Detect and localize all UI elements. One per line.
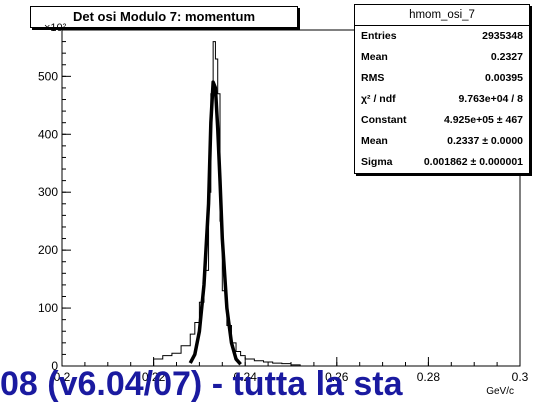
y-tick-label: 200 — [38, 243, 58, 257]
x-tick-label: 0.2 — [54, 370, 71, 384]
stats-value: 0.2337 ± 0.0000 — [447, 135, 523, 147]
slide-caption: 08 (v6.04/07) - tutta la sta — [0, 365, 403, 403]
stats-row-sigma: Sigma 0.001862 ± 0.000001 — [355, 152, 529, 173]
stats-row-constant: Constant 4.925e+05 ± 467 — [355, 110, 529, 131]
stats-value: 0.001862 ± 0.000001 — [423, 156, 523, 168]
stats-value: 0.00395 — [485, 72, 523, 84]
stats-label: Mean — [361, 51, 388, 63]
stats-label: Constant — [361, 114, 407, 126]
fit-series — [188, 80, 242, 366]
stats-label: RMS — [361, 72, 385, 84]
y-tick-label: 500 — [38, 69, 58, 83]
stats-value: 2935348 — [482, 30, 523, 42]
stats-value: 4.925e+05 ± 467 — [443, 114, 523, 126]
y-tick-label: 100 — [38, 301, 58, 315]
stats-label: Entries — [361, 30, 397, 42]
stats-row-rms: RMS 0.00395 — [355, 68, 529, 89]
y-tick-label: 300 — [38, 185, 58, 199]
stats-label: Sigma — [361, 156, 393, 168]
stats-row-mean: Mean 0.2327 — [355, 47, 529, 68]
stats-row-fit-mean: Mean 0.2337 ± 0.0000 — [355, 131, 529, 152]
y-exponent-label: ×10² — [44, 22, 67, 34]
stats-box: hmom_osi_7 Entries 2935348 Mean 0.2327 R… — [354, 4, 530, 174]
stats-label: χ² / ndf — [361, 93, 396, 105]
y-tick-label: 400 — [38, 127, 58, 141]
x-tick-label: 0.22 — [142, 370, 166, 384]
stats-title: hmom_osi_7 — [355, 5, 529, 26]
stats-row-entries: Entries 2935348 — [355, 26, 529, 47]
stats-label: Mean — [361, 135, 388, 147]
y-tick-label: 0 — [51, 359, 58, 373]
x-tick-label: 0.3 — [512, 370, 529, 384]
x-tick-label: 0.26 — [325, 370, 349, 384]
x-tick-label: 0.28 — [417, 370, 441, 384]
stats-value: 0.2327 — [490, 51, 523, 63]
stats-value: 9.763e+04 / 8 — [458, 93, 523, 105]
x-tick-label: 0.24 — [234, 370, 258, 384]
x-axis-label: GeV/c — [486, 386, 514, 397]
histogram-series — [153, 41, 301, 366]
stats-row-chi2: χ² / ndf 9.763e+04 / 8 — [355, 89, 529, 110]
chart-title: Det osi Modulo 7: momentum — [30, 6, 298, 28]
